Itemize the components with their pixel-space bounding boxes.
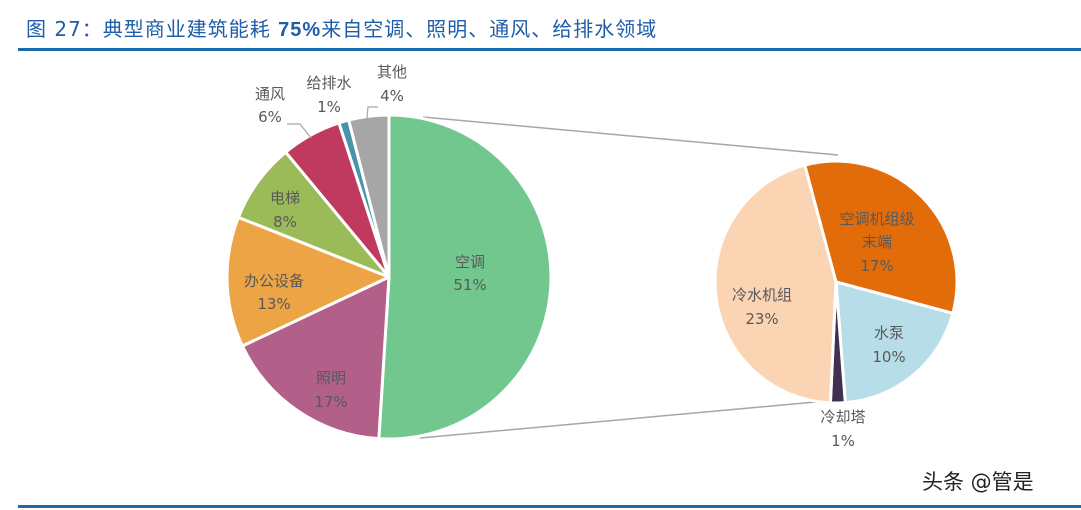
label-jipaishui-pct: 1% (317, 98, 341, 116)
label-zhaoming-pct: 17% (314, 393, 347, 411)
label-shuibeng-name: 水泵 (874, 324, 904, 342)
label-dianti-pct: 8% (273, 213, 297, 231)
pie-slice-照明 (240, 275, 391, 441)
label-moduan-pct: 17% (860, 257, 893, 275)
label-dianti-name: 电梯 (270, 189, 300, 207)
main-pie (225, 113, 553, 441)
label-kongtiao-pct: 51% (453, 276, 486, 294)
sub-pie (713, 159, 959, 405)
pie-slice-空调机组级末端 (803, 159, 959, 315)
label-moduan-name2: 末端 (862, 233, 892, 251)
label-tongfeng-name: 通风 (255, 85, 285, 103)
title-prefix: 图 27：典型商业建筑能耗 (26, 17, 279, 41)
title-number: 75% (278, 19, 322, 41)
label-lengshui-name: 冷水机组 (732, 286, 792, 304)
leader-line-qita (366, 106, 378, 119)
label-jipaishui-name: 给排水 (306, 74, 351, 92)
pie-slice-水泵 (834, 280, 955, 405)
pie-slice-其他 (347, 113, 391, 279)
title-divider (18, 48, 1081, 51)
pie-slice-冷水机组 (713, 163, 838, 405)
label-shuibeng-pct: 10% (872, 348, 905, 366)
watermark: 头条 @管是 (922, 470, 1034, 494)
pie-slice-空调 (377, 113, 553, 441)
connector-line-top (422, 116, 839, 156)
connector-line-bottom (419, 399, 838, 439)
label-lengshui-pct: 23% (745, 310, 778, 328)
label-bangong-name: 办公设备 (244, 272, 304, 290)
label-bangong-pct: 13% (257, 295, 290, 313)
label-qita-name: 其他 (377, 63, 407, 81)
label-modaun-name1: 空调机组级 (839, 210, 914, 228)
label-tongfeng-pct: 6% (258, 108, 282, 126)
label-qita-pct: 4% (380, 87, 404, 105)
label-lengqueta-name: 冷却塔 (820, 408, 865, 426)
title-suffix: 来自空调、照明、通风、给排水领域 (321, 17, 658, 41)
label-lengqueta-pct: 1% (831, 432, 855, 450)
bottom-divider (18, 505, 1081, 508)
label-zhaoming-name: 照明 (316, 369, 346, 387)
pie-slice-办公设备 (225, 215, 391, 348)
figure-title: 图 27：典型商业建筑能耗 75%来自空调、照明、通风、给排水领域 (26, 13, 657, 42)
leader-line-tongfeng (287, 123, 312, 139)
label-kongtiao-name: 空调 (455, 253, 485, 271)
